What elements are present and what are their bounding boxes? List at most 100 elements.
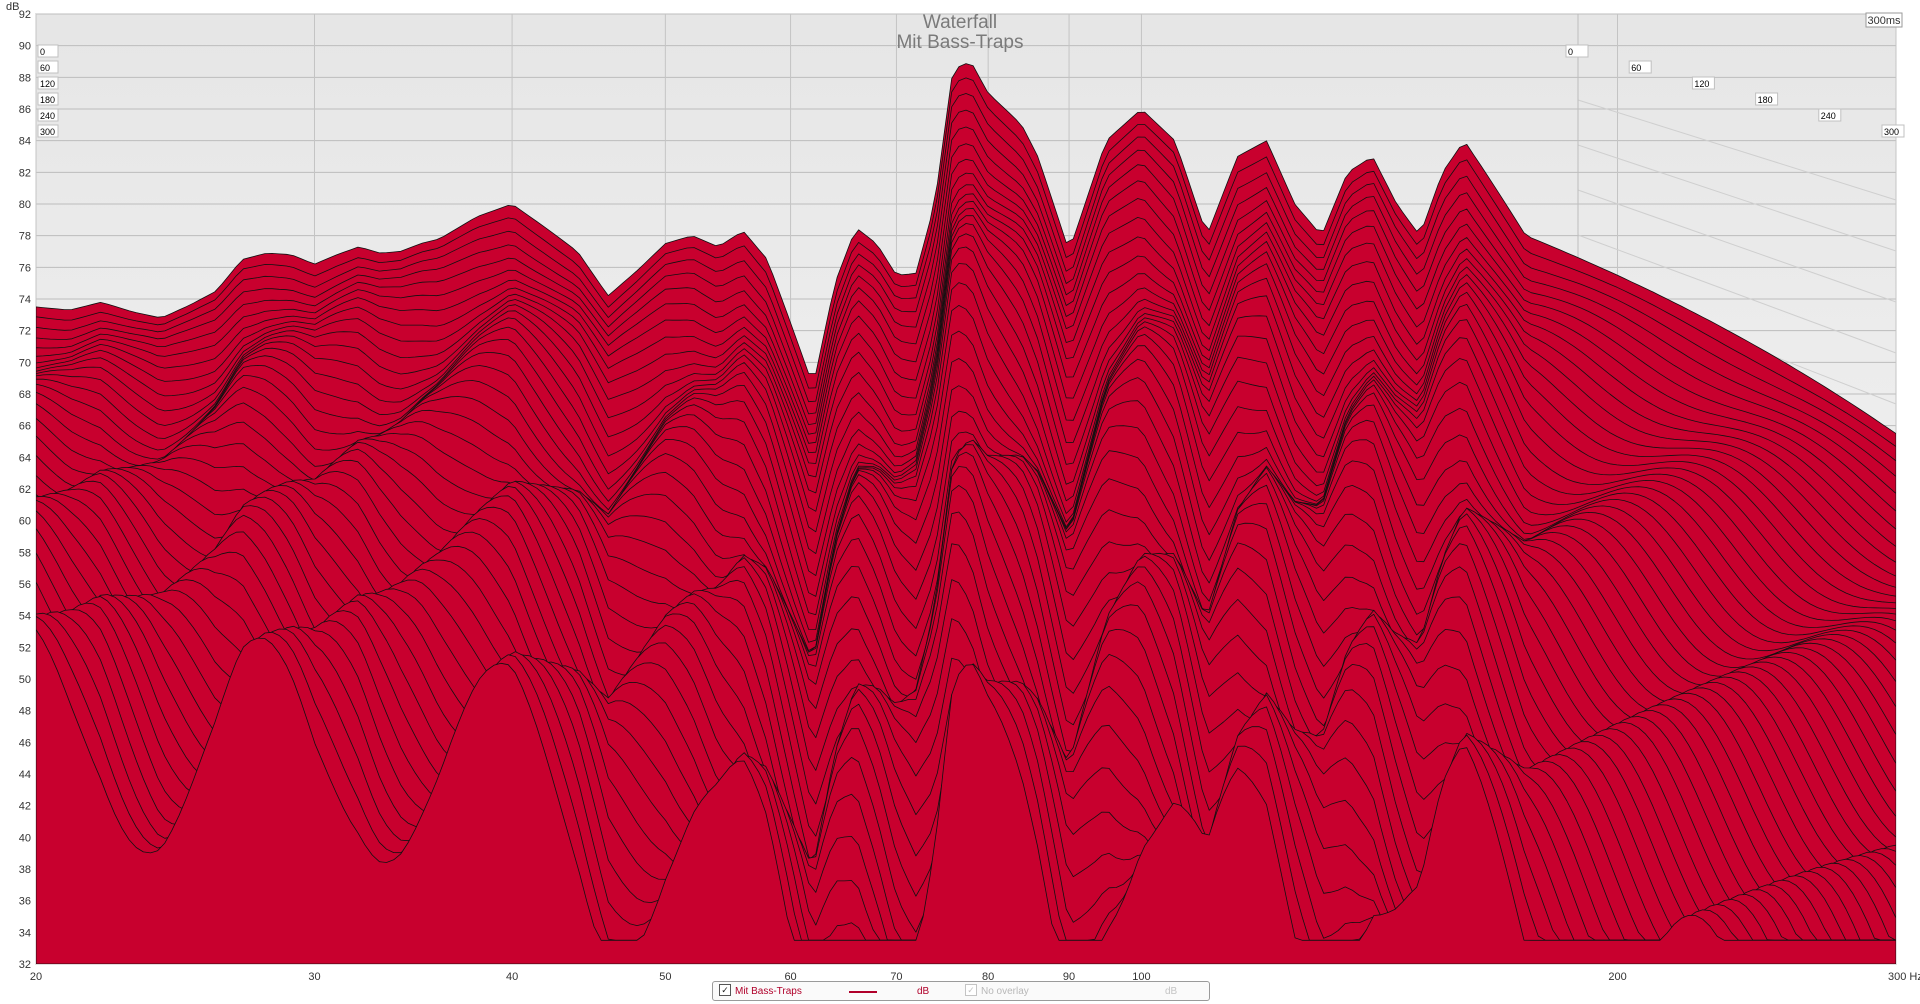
x-tick-label: 40	[506, 971, 518, 983]
y-tick-label: 72	[19, 326, 31, 338]
time-tick-box	[1818, 108, 1842, 122]
y-tick-label: 62	[19, 484, 31, 496]
y-tick-label: 42	[19, 801, 31, 813]
time-tick-right: 0	[1565, 44, 1589, 58]
time-tick-left: 300	[37, 124, 59, 138]
legend-overlay-toggle[interactable]: ✓ No overlay	[965, 984, 1029, 999]
x-tick-label: 200	[1608, 971, 1626, 983]
time-tick-box	[37, 60, 59, 74]
time-tick-label: 60	[40, 63, 50, 73]
y-tick-label: 50	[19, 674, 31, 686]
time-tick-label: 240	[1821, 111, 1836, 121]
time-tick-box	[37, 92, 59, 106]
y-tick-label: 88	[19, 72, 31, 84]
time-tick-label: 240	[40, 111, 55, 121]
time-tick-left: 180	[37, 92, 59, 106]
y-tick-label: 34	[19, 927, 31, 939]
legend-overlay-unit: dB	[1165, 986, 1178, 997]
y-tick-label: 92	[19, 9, 31, 21]
y-tick-label: 86	[19, 104, 31, 116]
time-tick-left: 60	[37, 60, 59, 74]
time-tick-left: 240	[37, 108, 59, 122]
x-tick-label: 100	[1132, 971, 1150, 983]
time-tick-label: 60	[1631, 63, 1641, 73]
legend-series-label: Mit Bass-Traps	[735, 986, 802, 997]
time-axis-label-box: 300ms	[1865, 12, 1903, 28]
y-tick-label: 74	[19, 294, 31, 306]
checkbox-icon[interactable]: ✓	[719, 984, 731, 997]
y-tick-label: 78	[19, 231, 31, 243]
perspective-line	[1577, 144, 1897, 252]
time-tick-label: 300	[1884, 127, 1899, 137]
time-tick-right: 120	[1691, 76, 1715, 90]
x-tick-label: 30	[308, 971, 320, 983]
x-tick-label: 50	[659, 971, 671, 983]
legend-line-swatch	[849, 991, 877, 993]
y-tick-label: 64	[19, 452, 31, 464]
y-tick-label: 54	[19, 611, 31, 623]
time-tick-box	[37, 44, 59, 58]
time-tick-box	[37, 124, 59, 138]
time-tick-label: 0	[40, 47, 45, 57]
y-axis-label: dB	[6, 1, 19, 13]
y-tick-label: 84	[19, 136, 31, 148]
time-tick-right: 300	[1881, 124, 1905, 138]
y-tick-label: 36	[19, 896, 31, 908]
legend-series-toggle[interactable]: ✓ Mit Bass-Traps	[719, 984, 802, 999]
waterfall-slices	[36, 63, 1896, 964]
x-tick-label: 70	[890, 971, 902, 983]
y-tick-label: 68	[19, 389, 31, 401]
y-tick-label: 48	[19, 706, 31, 718]
perspective-line	[1577, 189, 1897, 303]
y-tick-label: 46	[19, 737, 31, 749]
time-tick-label: 120	[40, 79, 55, 89]
checkbox-icon[interactable]: ✓	[965, 984, 977, 997]
y-tick-label: 80	[19, 199, 31, 211]
waterfall-slice	[36, 629, 1896, 964]
time-tick-label: 120	[1694, 79, 1709, 89]
time-tick-box	[37, 108, 59, 122]
time-tick-box	[1628, 60, 1652, 74]
y-tick-label: 60	[19, 516, 31, 528]
y-tick-label: 76	[19, 262, 31, 274]
legend-series-unit: dB	[917, 986, 930, 997]
y-tick-label: 90	[19, 41, 31, 53]
y-tick-label: 52	[19, 642, 31, 654]
y-tick-label: 56	[19, 579, 31, 591]
x-tick-label: 300 Hz	[1888, 971, 1920, 983]
time-tick-right: 180	[1755, 92, 1779, 106]
legend-overlay-label: No overlay	[981, 986, 1029, 997]
time-tick-left: 0	[37, 44, 59, 58]
time-tick-right: 240	[1818, 108, 1842, 122]
y-tick-label: 40	[19, 832, 31, 844]
axes: 32 34 36 38 40 42 44 46 48 50 52 54 56 58 60 62 64 66 68 70…	[19, 9, 1920, 983]
time-tick-box	[1881, 124, 1905, 138]
perspective-line	[1577, 99, 1897, 201]
time-tick-label: 180	[1758, 95, 1773, 105]
x-tick-label: 20	[30, 971, 42, 983]
y-tick-label: 44	[19, 769, 31, 781]
chart-title: Waterfall	[923, 12, 997, 33]
y-tick-label: 38	[19, 864, 31, 876]
time-tick-right: 60	[1628, 60, 1652, 74]
x-tick-label: 80	[982, 971, 994, 983]
x-tick-label: 90	[1063, 971, 1075, 983]
y-tick-label: 70	[19, 357, 31, 369]
time-tick-box	[1755, 92, 1779, 106]
legend: ✓ Mit Bass-Traps dB ✓ No overlay dB	[712, 981, 1210, 1001]
y-tick-label: 82	[19, 167, 31, 179]
perspective-line	[1577, 234, 1897, 354]
time-tick-box	[37, 76, 59, 90]
time-tick-left: 120	[37, 76, 59, 90]
time-tick-box	[1691, 76, 1715, 90]
time-tick-label: 0	[1568, 47, 1573, 57]
time-tick-box	[1565, 44, 1589, 58]
time-axis-label: 300ms	[1867, 15, 1901, 27]
y-tick-label: 66	[19, 421, 31, 433]
x-tick-label: 60	[784, 971, 796, 983]
y-tick-label: 32	[19, 959, 31, 971]
time-tick-label: 180	[40, 95, 55, 105]
chart-subtitle: Mit Bass-Traps	[896, 32, 1023, 53]
time-tick-label: 300	[40, 127, 55, 137]
